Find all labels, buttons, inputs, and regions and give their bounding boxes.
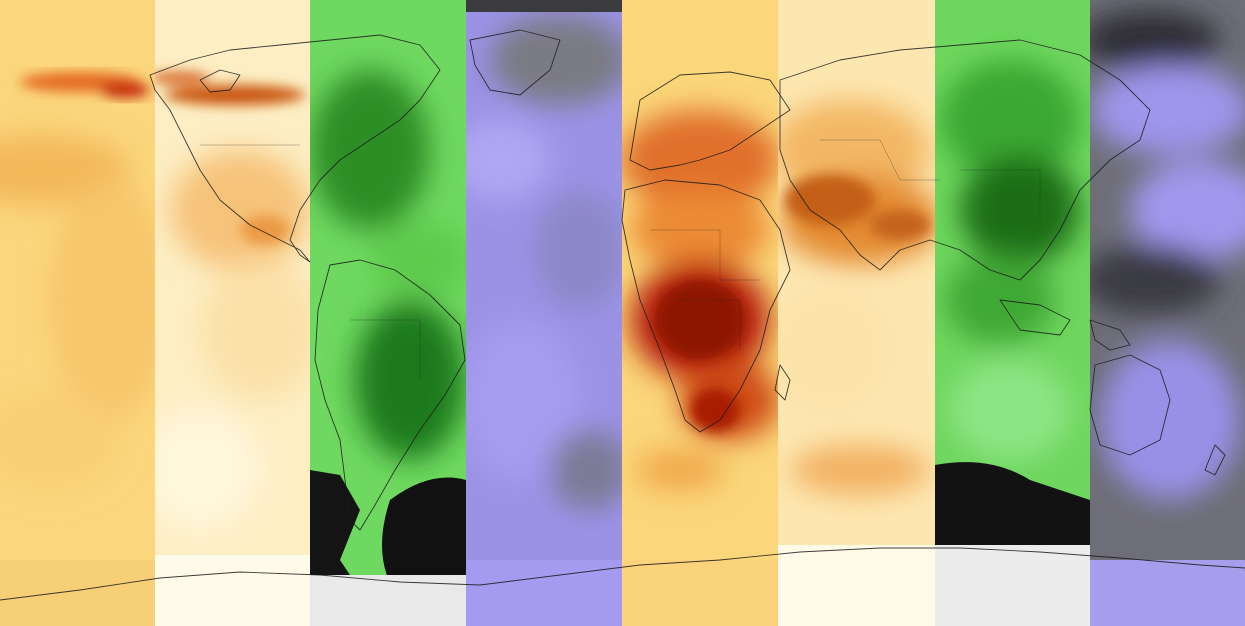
map-panel-2: [155, 0, 310, 626]
map-panel-6: [778, 0, 935, 626]
map-panel-8: [1090, 0, 1245, 626]
map-panel-3: [310, 0, 466, 626]
map-panel-1: [0, 0, 155, 626]
country-borders: [200, 139, 1041, 380]
map-panel-7: [935, 0, 1090, 626]
map-panel-4: [466, 0, 622, 626]
map-panel-5: [622, 0, 778, 626]
coastlines: [0, 29, 1245, 601]
